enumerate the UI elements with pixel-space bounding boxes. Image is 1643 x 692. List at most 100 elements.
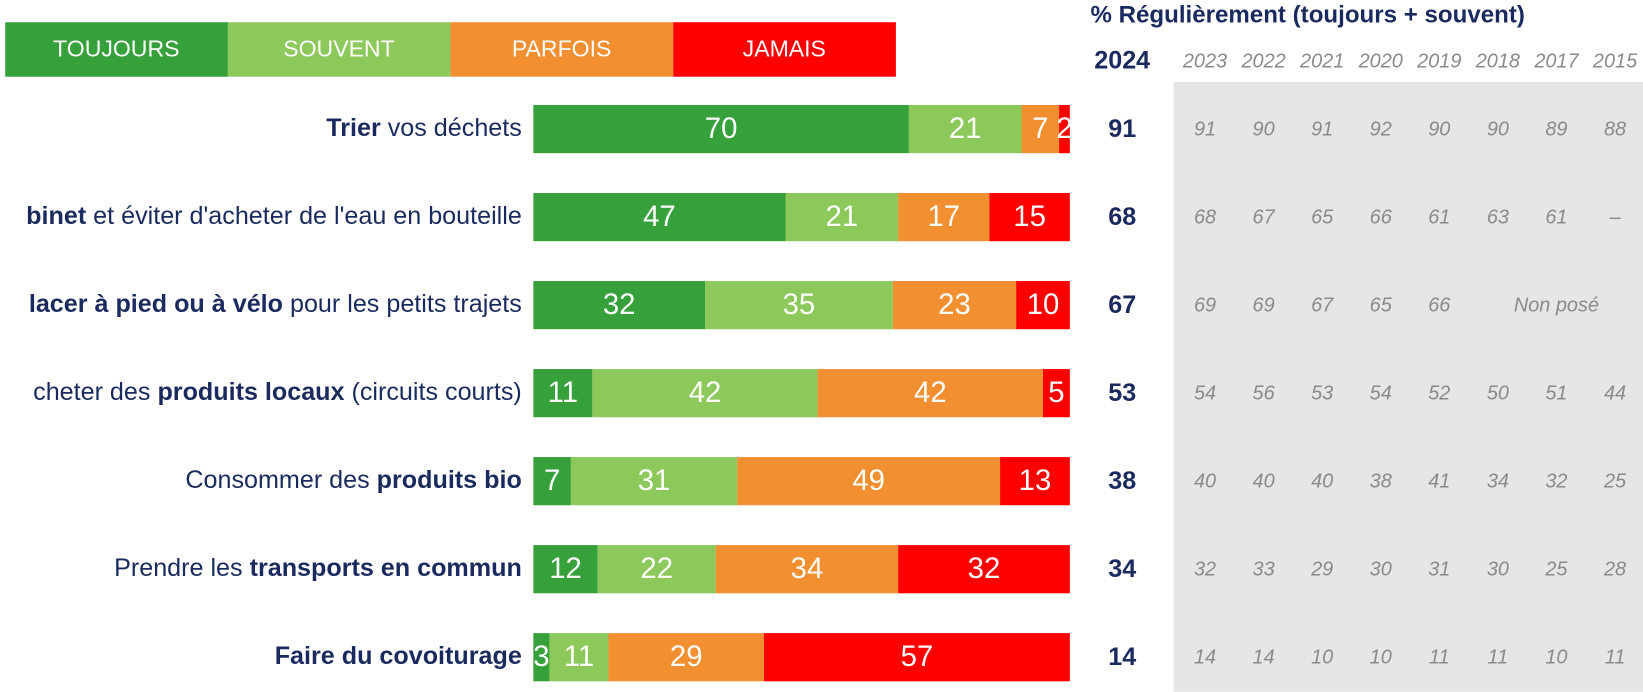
category-label: cheter des produits locaux (circuits cou…	[33, 378, 522, 406]
history-value: 40	[1311, 470, 1333, 492]
column-header: 2022	[1240, 50, 1285, 72]
history-value: 10	[1545, 647, 1567, 669]
history-value: 31	[1428, 558, 1450, 580]
bar-segment	[533, 369, 593, 418]
column-header: 2020	[1358, 50, 1403, 72]
bar-value-label: 11	[548, 376, 578, 409]
history-value: 11	[1488, 647, 1509, 669]
history-value: 61	[1545, 206, 1567, 228]
legend-swatch	[450, 22, 674, 77]
history-value: 61	[1428, 206, 1450, 228]
bar-segment	[533, 281, 706, 330]
history-value: 65	[1370, 294, 1393, 316]
category-part: Faire du covoiturage	[275, 642, 522, 670]
history-value: 90	[1428, 118, 1450, 140]
history-value: 66	[1428, 294, 1451, 316]
bar-value-label: 22	[640, 552, 673, 585]
category-part: Trier	[326, 114, 381, 142]
legend-swatch	[673, 22, 896, 77]
history-value: 14	[1253, 647, 1275, 669]
category-part: vos déchets	[381, 114, 522, 142]
column-header: 2018	[1475, 50, 1520, 72]
column-header: 2019	[1416, 50, 1461, 72]
legend-label: JAMAIS	[743, 36, 826, 62]
bar-value-label: 49	[852, 464, 885, 497]
history-value: 90	[1487, 118, 1509, 140]
bar-value-label: 57	[901, 640, 934, 673]
bar-segment	[898, 545, 1070, 594]
bar-segment	[737, 457, 1001, 506]
history-value: 10	[1370, 647, 1392, 669]
category-part: Consommer des	[185, 466, 376, 494]
legend-label: PARFOIS	[512, 36, 611, 62]
history-value: 88	[1604, 118, 1626, 140]
category-label: lacer à pied ou à vélo pour les petits t…	[29, 290, 522, 318]
history-value: 11	[1429, 647, 1450, 669]
category-label: binet et éviter d'acheter de l'eau en bo…	[26, 202, 522, 230]
bar-value-label: 5	[1048, 376, 1064, 409]
bar-segment	[533, 545, 598, 594]
category-part: produits bio	[377, 466, 522, 494]
bar-segment	[764, 633, 1070, 682]
bar-value-label: 2	[1056, 112, 1072, 145]
history-value: 53	[1311, 382, 1333, 404]
history-value: 63	[1487, 206, 1509, 228]
bar-segment	[785, 193, 899, 242]
column-header: 2021	[1299, 50, 1344, 72]
table-title: % Régulièrement (toujours + souvent)	[1090, 1, 1524, 28]
current-value: 68	[1108, 203, 1136, 231]
history-value: 32	[1545, 470, 1567, 492]
history-value: 65	[1311, 206, 1334, 228]
history-value: 14	[1194, 647, 1216, 669]
bar-value-label: 32	[603, 288, 636, 321]
history-value: –	[1608, 206, 1621, 228]
legend-swatch	[5, 22, 228, 77]
bar-segment	[533, 633, 550, 682]
column-header: 2023	[1182, 50, 1227, 72]
current-value: 91	[1108, 115, 1136, 143]
category-label: Trier vos déchets	[326, 114, 522, 142]
bar-segment	[898, 193, 990, 242]
column-header: 2017	[1533, 50, 1579, 72]
bar-segment	[892, 281, 1017, 330]
history-value: 40	[1253, 470, 1275, 492]
bar-value-label: 42	[914, 376, 947, 409]
category-part: Prendre les	[114, 554, 249, 582]
category-part: (circuits courts)	[345, 378, 522, 406]
history-value: 69	[1194, 294, 1216, 316]
history-value: 25	[1603, 470, 1627, 492]
bar-segment	[908, 104, 1022, 154]
category-part: et éviter d'acheter de l'eau en bouteill…	[86, 202, 522, 230]
bar-segment	[1043, 369, 1070, 418]
bar-value-label: 70	[705, 112, 738, 145]
history-value: 90	[1253, 118, 1275, 140]
history-value: 68	[1194, 206, 1216, 228]
history-value: 56	[1253, 382, 1276, 404]
category-part: cheter des	[33, 378, 157, 406]
bar-segment	[549, 633, 609, 682]
history-value: 66	[1370, 206, 1393, 228]
bar-segment	[597, 545, 716, 594]
bar-segment	[715, 545, 899, 594]
history-value: 38	[1370, 470, 1392, 492]
history-value: Non posé	[1514, 294, 1599, 316]
bar-value-label: 35	[783, 288, 816, 321]
bar-value-label: 23	[938, 288, 971, 321]
current-value: 14	[1108, 643, 1136, 671]
history-value: 28	[1603, 558, 1626, 580]
bar-value-label: 12	[549, 552, 582, 585]
history-value: 44	[1604, 382, 1626, 404]
bar-value-label: 7	[1032, 112, 1048, 145]
bar-value-label: 21	[949, 112, 982, 145]
history-value: 67	[1311, 294, 1334, 316]
history-background	[1173, 81, 1643, 692]
current-value: 34	[1108, 555, 1136, 583]
legend-label: TOUJOURS	[53, 36, 179, 62]
bar-segment	[1016, 281, 1070, 330]
history-value: 89	[1545, 118, 1567, 140]
bar-segment	[533, 104, 909, 154]
bar-value-label: 21	[826, 200, 859, 233]
bar-value-label: 32	[968, 552, 1001, 585]
bar-segment	[608, 633, 765, 682]
